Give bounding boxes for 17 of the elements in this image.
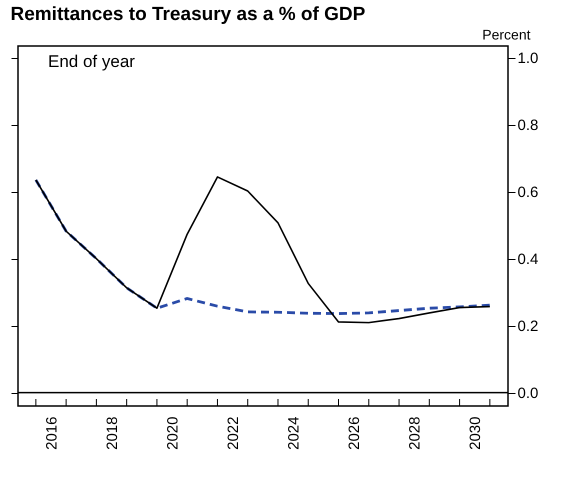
x-tick-label: 2030 <box>467 416 484 450</box>
chart-title: Remittances to Treasury as a % of GDP <box>10 4 366 25</box>
x-tick-label: 2026 <box>346 416 364 450</box>
y-tick-label: 0.8 <box>518 117 538 134</box>
x-tick-label: 2028 <box>406 416 424 450</box>
y-tick-label: 0.4 <box>518 251 538 268</box>
annotation: End of year <box>48 52 136 71</box>
x-tick-label: 2018 <box>104 416 122 450</box>
x-tick-label: 2022 <box>225 416 242 450</box>
y-tick-label: 0.6 <box>518 184 538 202</box>
x-tick-label: 2020 <box>164 416 182 450</box>
x-tick-label: 2024 <box>286 416 303 450</box>
y-axis-title: Percent <box>482 26 531 42</box>
x-tick-label: 2016 <box>43 416 60 450</box>
y-tick-label: 0.0 <box>518 385 538 402</box>
y-tick-label: 1.0 <box>518 50 538 68</box>
y-tick-label: 0.2 <box>518 318 538 336</box>
